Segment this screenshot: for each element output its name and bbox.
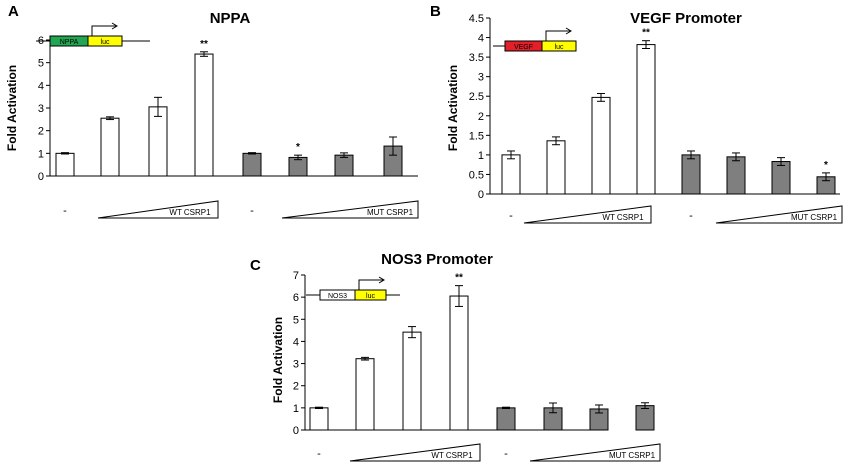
y-tick-label: 0: [478, 189, 484, 201]
luc-box: [541, 40, 577, 52]
tss-arrow: [545, 30, 570, 41]
bar: [309, 407, 329, 431]
y-tick-label: 2: [293, 381, 299, 393]
tss-arrow: [358, 279, 383, 290]
y-tick-label: 1: [293, 403, 299, 415]
y-tick-label: 3: [293, 359, 299, 371]
panel-letter: A: [8, 3, 19, 20]
promoter-construct: NPPA luc: [36, 22, 150, 47]
y-tick-label: 4: [293, 336, 299, 348]
y-tick-label: 2.5: [469, 91, 484, 103]
y-tick-label: 4: [38, 80, 44, 92]
bar: [242, 152, 262, 177]
y-tick-label: 2: [478, 111, 484, 123]
x-label-control-mut: -: [689, 210, 693, 222]
tss-arrow-head: [111, 22, 118, 30]
bar: [355, 358, 375, 431]
bar: [635, 405, 655, 431]
bar: [501, 154, 521, 195]
gene-label: NOS3: [328, 293, 347, 300]
x-label-wt-csrp1: WT CSRP1: [169, 208, 211, 217]
bar: [681, 154, 701, 195]
y-tick-label: 1: [38, 148, 44, 160]
tss-arrow: [91, 25, 116, 36]
luc-label: luc: [555, 44, 564, 51]
gene-label: VEGF: [514, 44, 533, 51]
x-label-control-mut: -: [250, 205, 254, 217]
tss-arrow-head: [378, 276, 385, 284]
y-tick-label: 0: [293, 425, 299, 437]
x-label-control-wt: -: [63, 205, 67, 217]
x-label-wt-csrp1: WT CSRP1: [602, 213, 644, 222]
y-tick-label: 3: [478, 72, 484, 84]
dose-wedge-mut: [529, 443, 661, 462]
y-axis-label: Fold Activation: [5, 65, 19, 151]
y-tick-label: 6: [293, 292, 299, 304]
significance-label: **: [642, 28, 650, 39]
chart-title: NPPA: [210, 10, 251, 27]
significance-label: *: [296, 142, 300, 153]
y-axis-label: Fold Activation: [446, 65, 460, 151]
bar: [636, 44, 656, 195]
significance-label: **: [200, 39, 208, 50]
dose-wedge-mut: [715, 205, 843, 224]
bar: [402, 331, 422, 431]
promoter-construct: NOS3 luc: [306, 276, 400, 301]
y-tick-label: 1: [478, 150, 484, 162]
y-tick-label: 2: [38, 126, 44, 138]
y-axis-label: Fold Activation: [271, 317, 285, 403]
bar: [334, 154, 354, 177]
luc-label: luc: [366, 293, 375, 300]
bar: [496, 407, 516, 431]
y-tick-label: 0.5: [469, 169, 484, 181]
tss-arrow-head: [565, 27, 572, 35]
x-label-control-wt: -: [317, 448, 321, 460]
bar: [100, 117, 120, 177]
y-tick-label: 4: [478, 33, 484, 45]
x-label-mut-csrp1: MUT CSRP1: [609, 451, 656, 460]
x-label-wt-csrp1: WT CSRP1: [431, 451, 473, 460]
dose-wedge-wt: [523, 205, 652, 224]
dose-wedge-wt: [349, 443, 481, 462]
bar: [726, 156, 746, 195]
y-tick-label: 1.5: [469, 130, 484, 142]
x-label-mut-csrp1: MUT CSRP1: [367, 208, 414, 217]
x-label-control-mut: -: [504, 448, 508, 460]
bar: [546, 140, 566, 195]
bar: [148, 106, 168, 177]
significance-label: **: [455, 273, 463, 284]
x-label-control-wt: -: [509, 210, 513, 222]
luc-box: [87, 35, 123, 47]
bar: [288, 156, 308, 177]
bar: [771, 161, 791, 195]
chart-panel-b: B VEGF Promoter Fold Activation 0 0.5 1 1.5 2 2.…: [430, 3, 843, 224]
bar: [591, 96, 611, 195]
dose-wedge-wt: [97, 200, 219, 219]
x-label-mut-csrp1: MUT CSRP1: [791, 213, 838, 222]
bar: [55, 152, 75, 177]
luc-box: [354, 289, 387, 301]
luc-label: luc: [101, 39, 110, 46]
y-tick-label: 5: [293, 314, 299, 326]
chart-panel-c: C NOS3 Promoter Fold Activation 0 1 2 3 4 5 6 7 ** -…: [250, 251, 661, 462]
y-tick-label: 3.5: [469, 52, 484, 64]
significance-label: *: [824, 160, 828, 171]
bar: [449, 295, 469, 431]
panel-letter: B: [430, 3, 441, 20]
chart-title: VEGF Promoter: [630, 10, 742, 27]
promoter-construct: VEGF luc: [493, 27, 577, 52]
y-tick-label: 7: [293, 270, 299, 282]
gene-label: NPPA: [60, 39, 79, 46]
y-tick-label: 4.5: [469, 13, 484, 25]
dose-wedge-mut: [281, 200, 419, 219]
y-tick-label: 5: [38, 58, 44, 70]
y-tick-label: 3: [38, 103, 44, 115]
bar: [194, 53, 214, 177]
panel-letter: C: [250, 257, 261, 274]
y-tick-label: 0: [38, 171, 44, 183]
chart-title: NOS3 Promoter: [381, 251, 493, 268]
